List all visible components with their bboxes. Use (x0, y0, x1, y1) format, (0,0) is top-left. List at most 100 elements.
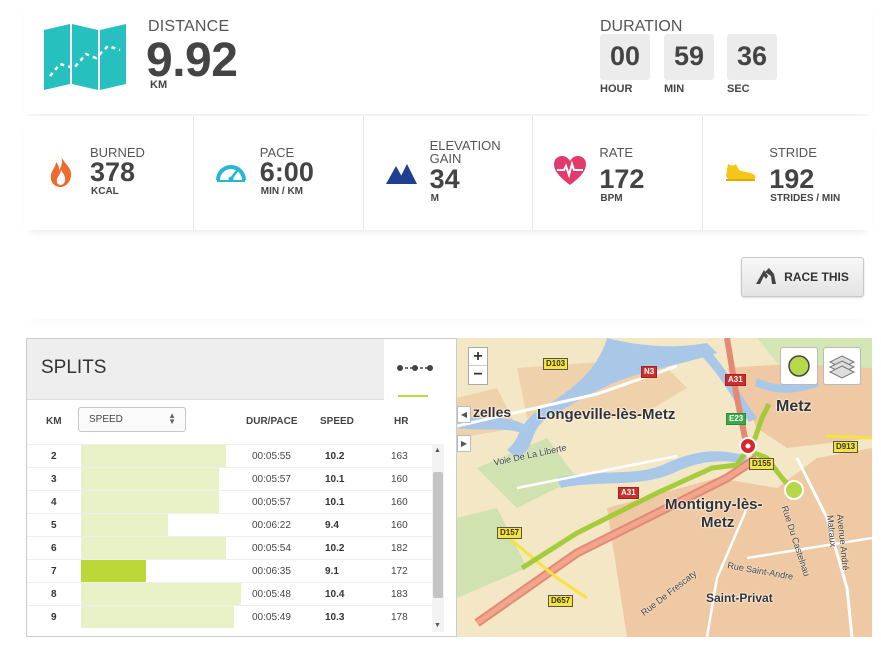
speedometer-icon (215, 165, 246, 182)
scroll-up-icon[interactable]: ▲ (434, 447, 441, 454)
pace-value: 6:00 (259, 157, 314, 187)
split-hr: 183 (391, 589, 408, 600)
place-zelles: zelles (473, 404, 512, 420)
rate-unit: BPM (600, 193, 623, 204)
section-divider (24, 305, 872, 319)
splits-header: SPLITS (27, 339, 456, 400)
map-layers-button[interactable] (823, 347, 861, 385)
speed-bar (81, 560, 146, 582)
stat-elevation: ELEVATION GAIN 34 M (364, 116, 534, 230)
speed-bar (81, 491, 219, 513)
speed-bar (81, 583, 241, 605)
split-pace: 00:06:22 (252, 520, 291, 531)
stride-label: STRIDE (769, 145, 817, 160)
pan-right-icon[interactable]: ▶ (457, 435, 471, 452)
col-hr: HR (394, 416, 409, 427)
select-arrows-icon: ▲ ▼ (168, 411, 176, 426)
road-d157: D157 (497, 527, 523, 539)
scroll-thumb[interactable] (433, 472, 443, 598)
place-montigny-2: Metz (701, 514, 735, 531)
split-hr: 172 (391, 566, 408, 577)
start-marker-icon[interactable] (738, 436, 758, 456)
stride-unit: STRIDES / MIN (770, 193, 841, 204)
distance-label: DISTANCE (148, 18, 230, 35)
split-speed: 10.4 (325, 589, 345, 600)
rate-label: RATE (599, 145, 634, 160)
race-this-button[interactable]: RACE THIS (741, 257, 864, 297)
map-marker-toggle[interactable] (780, 347, 818, 385)
road-n3: N3 (641, 366, 658, 378)
duration-label: DURATION (600, 18, 683, 35)
split-speed: 9.4 (325, 520, 339, 531)
burned-unit: KCAL (91, 186, 119, 197)
split-speed: 9.1 (325, 566, 339, 577)
split-speed: 10.2 (325, 543, 345, 554)
road-d913: D913 (833, 441, 859, 453)
zoom-in-button[interactable]: + (469, 348, 487, 366)
flame-icon (50, 156, 72, 187)
split-hr: 163 (391, 451, 408, 462)
road-d155: D155 (749, 458, 775, 470)
split-km: 2 (51, 451, 57, 462)
speed-bar (81, 514, 168, 536)
split-pace: 00:05:54 (252, 543, 291, 554)
table-row[interactable]: 9 00:05:49 10.3 178 (27, 605, 432, 628)
splits-graph-tab[interactable] (384, 339, 456, 400)
heart-rate-icon (554, 156, 587, 185)
distance-duration-card: DISTANCE 9.92 KM DURATION 00 59 36 HOUR … (24, 0, 872, 114)
road-a31-mid: A31 (618, 487, 639, 499)
splits-rows: 2 00:05:55 10.2 163 3 00:05:57 10.1 160 4 00:05:5… (27, 444, 432, 632)
table-row[interactable]: 7 00:06:35 9.1 172 (27, 559, 432, 582)
speed-bar (81, 537, 226, 559)
end-marker-icon[interactable] (783, 479, 805, 501)
split-speed: 10.3 (325, 612, 345, 623)
speed-bar (81, 445, 226, 467)
split-km: 5 (51, 520, 57, 531)
table-row[interactable]: 5 00:06:22 9.4 160 (27, 513, 432, 536)
elevation-value: 34 (429, 164, 460, 194)
mountains-icon (385, 164, 417, 184)
stat-rate: RATE 172 BPM (533, 116, 704, 230)
split-km: 3 (51, 474, 57, 485)
split-pace: 00:05:48 (252, 589, 291, 600)
table-row[interactable]: 2 00:05:55 10.2 163 (27, 444, 432, 467)
speed-bar (81, 606, 234, 628)
duration-seconds: 36 (727, 34, 777, 80)
scroll-down-icon[interactable]: ▼ (434, 622, 441, 629)
elevation-label-1: ELEVATION (429, 138, 501, 153)
road-d103: D103 (543, 358, 569, 370)
split-km: 6 (51, 543, 57, 554)
stat-stride: STRIDE 192 STRIDES / MIN (703, 116, 872, 230)
green-dot-icon (788, 355, 810, 377)
splits-title: SPLITS (41, 357, 107, 378)
metric-select[interactable]: SPEED ▲ ▼ (78, 407, 186, 432)
route-map[interactable]: + − ◀ ▶ Longeville-lès-Metz Metz Montign… (457, 338, 872, 637)
table-row[interactable]: 4 00:05:57 10.1 160 (27, 490, 432, 513)
splits-scrollbar[interactable]: ▲ ▼ (432, 444, 444, 632)
col-km: KM (46, 416, 62, 427)
table-row[interactable]: 8 00:05:48 10.4 183 (27, 582, 432, 605)
road-e23: E23 (726, 413, 747, 425)
burned-label: BURNED (90, 145, 145, 160)
minutes-unit: MIN (664, 83, 685, 95)
road-a31-top: A31 (725, 374, 746, 386)
stat-burned: BURNED 378 KCAL (24, 116, 194, 230)
elevation-label-2: GAIN (429, 151, 462, 166)
race-icon (756, 268, 777, 284)
stat-pace: PACE 6:00 MIN / KM (194, 116, 364, 230)
elevation-unit: M (430, 193, 439, 204)
split-hr: 160 (391, 474, 408, 485)
split-km: 9 (51, 612, 57, 623)
split-hr: 160 (391, 520, 408, 531)
col-pace: DUR/PACE (246, 416, 298, 427)
hours-unit: HOUR (600, 83, 633, 95)
zoom-out-button[interactable]: − (473, 366, 483, 383)
duration-hours: 00 (600, 34, 650, 80)
race-this-label: RACE THIS (784, 270, 849, 284)
tab-active-indicator (398, 395, 428, 397)
table-row[interactable]: 3 00:05:57 10.1 160 (27, 467, 432, 490)
table-row[interactable]: 6 00:05:54 10.2 182 (27, 536, 432, 559)
split-pace: 00:05:49 (252, 612, 291, 623)
road-d657: D657 (548, 595, 574, 607)
pan-left-icon[interactable]: ◀ (457, 406, 471, 423)
